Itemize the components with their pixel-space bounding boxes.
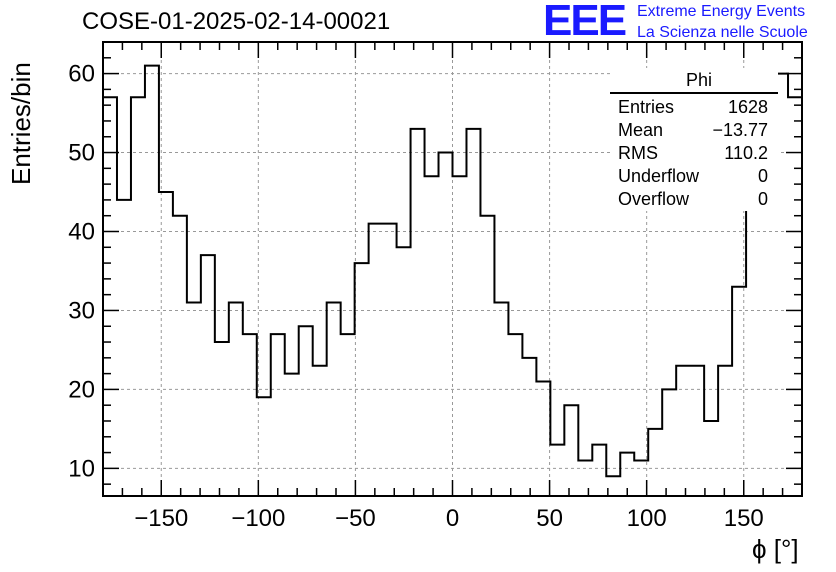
histogram-bin [439,153,453,496]
x-tick-label: 50 [536,505,563,532]
histogram-bin [285,374,299,496]
grid [103,42,802,496]
chart-title: COSE-01-2025-02-14-00021 [82,8,391,35]
histogram-bin [215,342,229,496]
histogram-bin [229,303,243,496]
histogram-bin [536,382,550,496]
histogram-bin [313,366,327,496]
histogram-bin [425,176,439,496]
histogram-bin [173,216,187,496]
logo-text-line2: La Scienza nelle Scuole [637,24,808,41]
histogram-bin [369,224,383,496]
histogram-bin [271,334,285,496]
histogram-bin [341,334,355,496]
histogram-bin [494,303,508,496]
histogram-bin [508,334,522,496]
y-tick-label: 20 [68,376,95,403]
y-tick-label: 60 [68,61,95,88]
histogram-bin [690,366,704,496]
y-tick-label: 10 [68,455,95,482]
histogram-bin [397,247,411,496]
histogram-bin [704,421,718,496]
logo-text-line1: Extreme Energy Events [637,3,806,20]
histogram-bin [355,263,369,496]
histogram-bin [243,334,257,496]
tick-labels: −150 −100 −50 0 50 100 150 10 20 30 40 50 60 [68,61,763,532]
histogram-bin [145,66,159,496]
stats-value: 1628 [727,97,768,117]
y-tick-label: 30 [68,297,95,324]
stats-row-entries: Entries 1628 [610,96,778,119]
stats-row-rms: RMS 110.2 [610,142,778,165]
x-tick-label: −150 [134,505,188,532]
stats-label: Mean [618,120,664,140]
eee-logo: EEE [543,0,627,45]
stats-value: −13.77 [712,120,768,140]
stats-row-mean: Mean −13.77 [610,119,778,142]
stats-value: 0 [757,166,768,186]
stats-value: 110.2 [724,143,768,163]
histogram-bin [648,429,662,496]
histogram-bin [383,224,397,496]
histogram-bin [299,326,313,496]
histogram-bin [453,176,467,496]
stats-label: Entries [618,97,675,117]
histogram-bin [676,366,690,496]
histogram-bin [578,460,592,496]
histogram-bin [550,445,564,496]
histogram-bin [564,405,578,496]
histogram-bin [522,358,536,496]
x-tick-label: −50 [335,505,376,532]
y-tick-label: 40 [68,218,95,245]
stats-row-overflow: Overflow 0 [610,188,778,211]
x-axis-label: ϕ [°] [752,534,799,564]
histogram-bin [327,303,341,496]
histogram-bin [662,389,676,496]
histogram-bin [466,129,480,496]
stats-box: Phi Entries 1628 Mean −13.77 RMS 110.2 U… [610,68,778,211]
histogram-bin [411,129,425,496]
stats-divider [610,92,778,94]
histogram-bin [117,200,131,496]
histogram-bin [201,255,215,496]
x-tick-label: 0 [446,505,459,532]
histogram-bin [760,168,774,496]
x-tick-label: −100 [231,505,285,532]
histogram-bin [592,445,606,496]
histogram-bin [480,216,494,496]
plot-frame [102,41,803,497]
x-tick-label: 150 [724,505,764,532]
stats-label: Underflow [618,166,700,186]
histogram-line [103,64,802,478]
x-tick-label: 100 [627,505,667,532]
histogram-bin [718,366,732,496]
y-tick-label: 50 [68,140,95,167]
y-axis-label: Entries/bin [6,62,36,185]
stats-title: Phi [685,70,712,90]
histogram-bin [131,97,145,496]
stats-label: Overflow [618,189,690,209]
histogram-bin [187,303,201,496]
stats-value: 0 [757,189,768,209]
stats-row-underflow: Underflow 0 [610,165,778,188]
stats-label: RMS [618,143,658,163]
histogram-bin [746,176,760,496]
